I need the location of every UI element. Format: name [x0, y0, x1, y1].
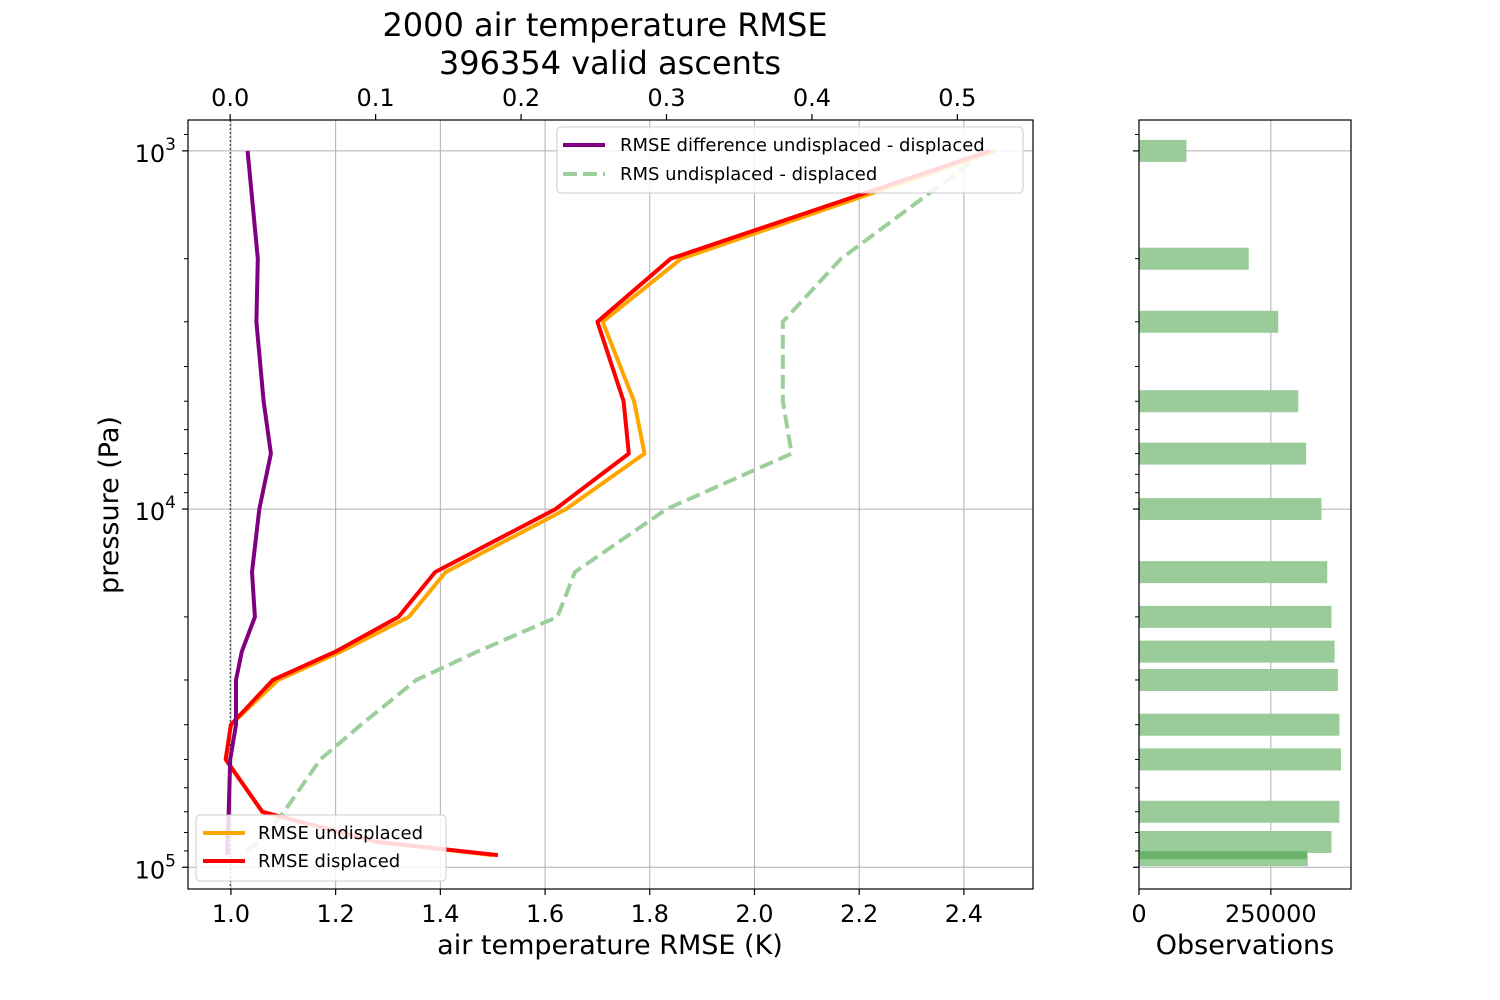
chart-title: 2000 air temperature RMSE	[382, 6, 827, 44]
x-tick-label-7: 2.4	[945, 900, 983, 928]
observations-bars	[1139, 139, 1341, 867]
observation-bar-30000	[1139, 668, 1338, 691]
observation-bar-5000	[1139, 390, 1299, 413]
x2-tick-label-2: 0.2	[502, 84, 540, 112]
x-tick-label-6: 2.2	[840, 900, 878, 928]
observations-plot-frame	[1138, 119, 1352, 890]
main-grid	[188, 120, 1033, 889]
x-axis-label: air temperature RMSE (K)	[437, 930, 783, 961]
legend-upper-right: RMSE difference undisplaced - displaced …	[556, 126, 1024, 194]
observation-bar-20000	[1139, 605, 1332, 628]
observation-bar-10000	[1139, 498, 1322, 521]
observation-bar-1000	[1139, 139, 1187, 162]
legend-upper-right-frame	[556, 126, 1024, 194]
main-axis-ticks: 1.0 1.2 1.4 1.6 1.8 2.0 2.2 2.4 0.0 0.1 0.2 0.3 0.4 0…	[135, 84, 983, 928]
x-tick-label-4: 1.8	[631, 900, 669, 928]
x-tick-label-2: 1.4	[421, 900, 459, 928]
x-tick-label-5: 2.0	[735, 900, 773, 928]
observation-bar-7000	[1139, 442, 1307, 465]
series-line-rmse-displaced	[223, 149, 991, 858]
series-line-rmse-difference-undisplaced-displaced	[225, 150, 273, 856]
observations-x-axis-label: Observations	[1156, 930, 1334, 961]
observation-bar-25000	[1139, 640, 1335, 663]
x2-tick-label-3: 0.3	[647, 84, 685, 112]
observation-bar-50000	[1139, 748, 1341, 771]
obs-x-tick-label-0: 0	[1131, 900, 1146, 928]
observation-bar-15000	[1139, 561, 1328, 584]
series-line-rms-undisplaced-displaced	[240, 149, 988, 857]
y-tick-label-1: 104	[135, 493, 176, 526]
observation-bar-3000	[1139, 310, 1279, 333]
legend-label-rmse-undisplaced: RMSE undisplaced	[258, 823, 423, 844]
legend-label-rms-undisplaced: RMS undisplaced - displaced	[620, 164, 877, 185]
legend-label-rmse-difference: RMSE difference undisplaced - displaced	[620, 135, 985, 156]
x2-tick-label-4: 0.4	[793, 84, 831, 112]
series-line-rmse-undisplaced	[223, 149, 996, 858]
observations-axis-ticks: 0 250000	[1131, 133, 1317, 928]
y-tick-label-0: 103	[135, 135, 176, 168]
main-plot-frame	[187, 119, 1034, 890]
x-tick-label-0: 1.0	[212, 900, 250, 928]
main-series-lines	[223, 149, 996, 858]
observation-bar-70000	[1139, 800, 1340, 823]
y-axis-label: pressure (Pa)	[94, 416, 125, 594]
chart-subtitle: 396354 valid ascents	[439, 44, 781, 82]
legend-lower-left: RMSE undisplaced RMSE displaced	[195, 814, 447, 882]
x-tick-label-1: 1.2	[317, 900, 355, 928]
x2-tick-label-5: 0.5	[938, 84, 976, 112]
observation-bar-2000	[1139, 247, 1249, 270]
legend-label-rmse-displaced: RMSE displaced	[258, 851, 400, 872]
legend-lower-left-frame	[195, 814, 447, 882]
x2-tick-label-1: 0.1	[357, 84, 395, 112]
y-tick-label-2: 105	[135, 851, 176, 884]
observation-bar-40000	[1139, 713, 1340, 736]
x-tick-label-3: 1.6	[526, 900, 564, 928]
observation-bar-highlight	[1139, 851, 1307, 860]
obs-x-tick-label-1: 250000	[1225, 900, 1317, 928]
x2-tick-label-0: 0.0	[211, 84, 249, 112]
